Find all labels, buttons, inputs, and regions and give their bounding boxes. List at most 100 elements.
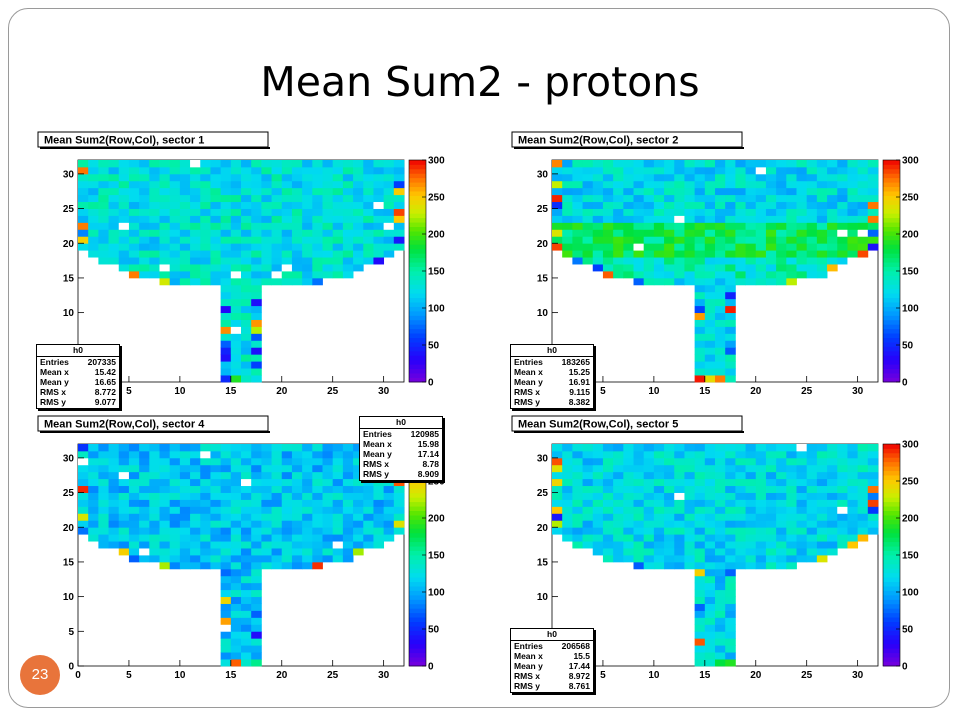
heatmap-cell: [684, 173, 696, 182]
heatmap-cell: [271, 513, 283, 521]
heatmap-cell: [694, 520, 706, 528]
heatmap-cell: [251, 450, 262, 459]
heatmap-cell: [837, 257, 848, 265]
heatmap-cell: [643, 187, 655, 196]
heatmap-cell: [322, 485, 334, 493]
heatmap-cell: [190, 264, 201, 272]
chart-title: Mean Sum2(Row,Col), sector 1: [44, 135, 204, 147]
heatmap-cell: [88, 534, 99, 542]
heatmap-cell: [210, 173, 222, 182]
heatmap-cell: [704, 575, 716, 584]
heatmap-cell: [592, 541, 604, 549]
heatmap-cell: [312, 534, 323, 542]
heatmap-cell: [613, 464, 624, 473]
heatmap-cell: [602, 250, 614, 258]
heatmap-cell: [816, 457, 828, 466]
heatmap-cell: [684, 499, 696, 507]
x-tick-label: 15: [225, 386, 237, 397]
heatmap-cell: [342, 464, 354, 473]
heatmap-cell: [98, 478, 109, 487]
heatmap-cell: [827, 243, 838, 251]
heatmap-cell: [684, 229, 696, 237]
heatmap-cell: [353, 201, 364, 209]
heatmap-cell: [353, 166, 364, 175]
heatmap-cell: [169, 478, 181, 487]
heatmap-cell: [251, 499, 262, 507]
heatmap-cell: [241, 450, 252, 459]
heatmap-cell: [88, 457, 99, 466]
heatmap-cell: [200, 492, 211, 500]
heatmap-cell: [684, 485, 696, 493]
heatmap-cell: [806, 464, 818, 473]
heatmap-cell: [633, 499, 645, 507]
heatmap-cell: [715, 520, 726, 528]
heatmap-cell: [220, 326, 232, 334]
heatmap-cell: [322, 201, 334, 209]
heatmap-cell: [220, 180, 232, 189]
heatmap-cell: [261, 513, 272, 521]
heatmap-cell: [755, 450, 767, 459]
heatmap-cell: [159, 506, 171, 514]
heatmap-cell: [847, 201, 859, 209]
heatmap-cell: [118, 499, 130, 507]
heatmap-cell: [190, 236, 201, 244]
heatmap-cell: [261, 541, 272, 549]
heatmap-cell: [765, 464, 777, 473]
heatmap-cell: [200, 243, 211, 251]
heatmap-cell: [220, 187, 232, 196]
heatmap-cell: [704, 492, 716, 500]
heatmap-cell: [776, 215, 787, 223]
x-tick-label: 10: [174, 386, 186, 397]
heatmap-cell: [241, 291, 252, 300]
heatmap-cell: [704, 215, 716, 223]
y-tick-label: 20: [63, 523, 75, 534]
heatmap-cell: [847, 534, 859, 542]
heatmap-cell: [653, 180, 665, 189]
heatmap-cell: [572, 229, 583, 237]
heatmap-cell: [210, 478, 222, 487]
heatmap-cell: [302, 548, 313, 556]
heatmap-cell: [867, 485, 879, 493]
heatmap-cell: [633, 215, 645, 223]
heatmap-cell: [592, 222, 604, 230]
heatmap-cell: [664, 250, 675, 258]
heatmap-cell: [816, 513, 828, 521]
heatmap-cell: [169, 444, 181, 452]
heatmap-cell: [755, 444, 767, 452]
heatmap-cell: [582, 201, 594, 209]
heatmap-cell: [613, 173, 624, 182]
heatmap-cell: [786, 548, 797, 556]
heatmap-cell: [251, 555, 262, 563]
stats-key: RMS y: [40, 397, 66, 407]
heatmap-cell: [383, 166, 395, 175]
heatmap-cell: [179, 457, 191, 466]
heatmap-cell: [220, 271, 232, 279]
heatmap-cell: [867, 506, 879, 514]
heatmap-cell: [98, 257, 109, 265]
heatmap-cell: [302, 506, 313, 514]
heatmap-cell: [582, 450, 594, 459]
heatmap-cell: [241, 187, 252, 196]
heatmap-cell: [623, 450, 634, 459]
heatmap-cell: [562, 520, 573, 528]
z-tick-label: 50: [902, 341, 914, 352]
heatmap-cell: [552, 506, 563, 514]
heatmap-cell: [220, 375, 232, 383]
heatmap-cell: [725, 354, 736, 362]
heatmap-cell: [393, 485, 405, 493]
heatmap-cell: [312, 180, 323, 189]
heatmap-cell: [704, 194, 716, 203]
stats-value: 8.382: [568, 397, 590, 407]
heatmap-cell: [715, 305, 726, 314]
heatmap-cell: [786, 243, 797, 251]
heatmap-cell: [302, 229, 313, 237]
heatmap-cell: [251, 264, 262, 272]
heatmap-cell: [827, 506, 838, 514]
z-tick-label: 200: [428, 230, 445, 241]
heatmap-cell: [623, 271, 634, 279]
heatmap-cell: [755, 222, 767, 230]
heatmap-cell: [200, 201, 211, 209]
heatmap-cell: [190, 194, 201, 203]
heatmap-cell: [159, 264, 171, 272]
heatmap-cell: [261, 243, 272, 251]
